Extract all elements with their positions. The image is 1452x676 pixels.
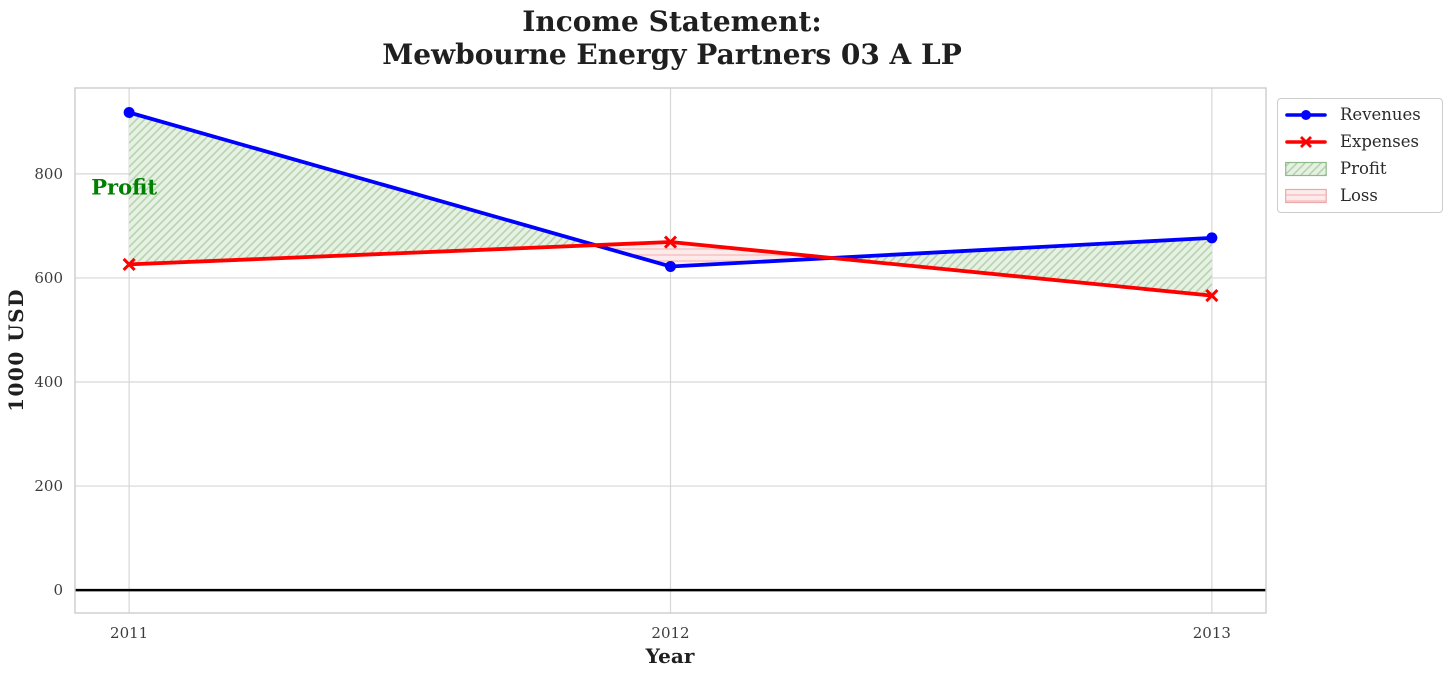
legend-label-expenses: Expenses [1340, 132, 1420, 152]
expenses-marker [663, 235, 678, 249]
y-tick-label-200: 200 [34, 477, 63, 496]
y-axis-label: 1000 USD [4, 288, 28, 412]
x-tick-label-2013: 2013 [1192, 624, 1231, 642]
legend-item-expenses: Expenses [1285, 132, 1438, 152]
plot-border [74, 87, 1267, 614]
legend: Revenues Expenses Profit Loss [1277, 98, 1443, 213]
y-tick-label-400: 400 [34, 372, 63, 391]
y-tick-label-0: 0 [53, 581, 63, 600]
legend-item-profit: Profit [1285, 159, 1438, 179]
expenses-marker [122, 257, 136, 271]
legend-label-revenues: Revenues [1340, 105, 1421, 125]
y-tick-label-600: 600 [34, 268, 63, 287]
legend-label-profit: Profit [1340, 158, 1387, 178]
expenses-marker [1205, 289, 1219, 303]
loss-swatch-icon [1285, 188, 1327, 203]
revenues-marker [123, 106, 135, 118]
revenues-marker [1206, 232, 1218, 244]
legend-item-revenues: Revenues [1285, 105, 1438, 125]
x-tick-label-2011: 2011 [110, 624, 149, 642]
profit-swatch-icon [1285, 161, 1327, 176]
profit-fill-hatch [831, 237, 1212, 296]
expenses-line-sample-icon [1285, 136, 1327, 149]
profit-fill-hatch [129, 112, 596, 265]
x-tick-label-2012: 2012 [651, 624, 690, 642]
profit-annotation: Profit [91, 174, 158, 200]
revenues-line-sample-icon [1285, 110, 1327, 121]
legend-item-loss: Loss [1285, 186, 1438, 206]
y-tick-label-800: 800 [34, 164, 63, 183]
x-axis-label: Year [645, 644, 695, 668]
legend-label-loss: Loss [1340, 185, 1378, 205]
revenues-marker [665, 260, 676, 272]
chart-title: Income Statement: Mewbourne Energy Partn… [382, 5, 962, 71]
